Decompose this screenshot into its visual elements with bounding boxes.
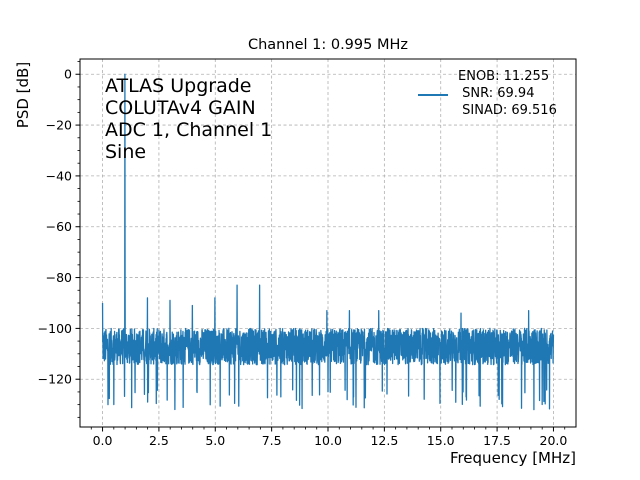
annotation-line: Sine [105,141,146,163]
x-tick-label: 17.5 [483,433,511,448]
y-tick-label: −20 [46,118,72,133]
y-tick-label: −40 [46,168,72,183]
psd-series-line [101,73,555,411]
legend: ENOB: 11.255 SNR: 69.94 SINAD: 69.516 [418,69,557,118]
legend-label-enob: ENOB: 11.255 [458,69,549,84]
y-tick-label: −60 [46,219,72,234]
plot-area [101,73,555,411]
x-tick-label: 20.0 [540,433,568,448]
x-tick-label: 2.5 [149,433,169,448]
y-axis-label: PSD [dB] [14,62,32,128]
x-axis-label: Frequency [MHz] [450,449,576,467]
legend-label-snr: SNR: 69.94 [458,86,534,101]
y-tick-label: −80 [46,270,72,285]
y-tick-label: −120 [38,372,72,387]
grid [80,59,576,427]
annotation-block: ATLAS Upgrade COLUTAv4 GAIN ADC 1, Chann… [105,75,272,163]
axes: 0.0 2.5 5.0 7.5 10.0 12.5 15.0 17.5 20.0 0 −20 −40 −… [38,58,577,448]
x-tick-label: 12.5 [370,433,398,448]
x-tick-label: 0.0 [93,433,113,448]
legend-label-sinad: SINAD: 69.516 [458,103,557,118]
y-tick-label: −100 [38,321,72,336]
chart-title: Channel 1: 0.995 MHz [248,37,408,53]
annotation-line: ATLAS Upgrade [105,75,251,97]
annotation-line: COLUTAv4 GAIN [105,97,256,119]
x-tick-label: 10.0 [314,433,342,448]
annotation-line: ADC 1, Channel 1 [105,119,272,141]
x-tick-label: 5.0 [205,433,225,448]
x-tick-label: 7.5 [262,433,282,448]
y-tick-label: 0 [64,67,72,82]
x-tick-label: 15.0 [427,433,455,448]
